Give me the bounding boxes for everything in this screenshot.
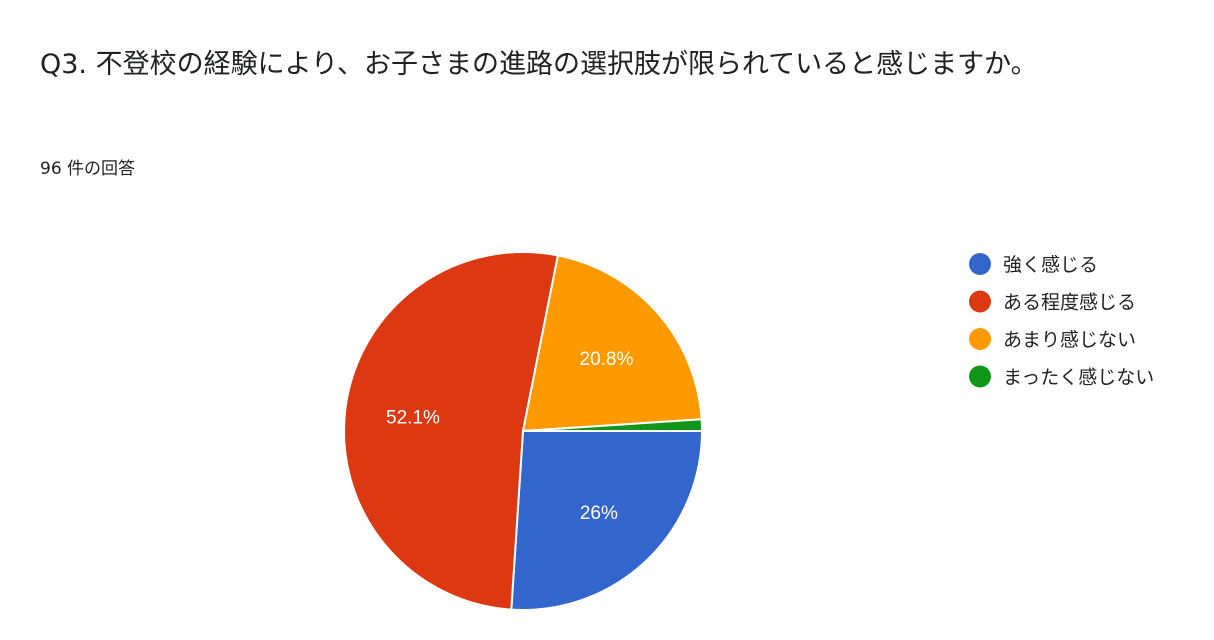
slice-data-label: 20.8% [580, 349, 634, 370]
slice-data-label: 52.1% [386, 408, 440, 429]
legend-swatch [969, 290, 991, 313]
legend-item[interactable]: まったく感じない [969, 365, 1154, 389]
legend-item[interactable]: あまり感じない [969, 328, 1136, 351]
legend-label: ある程度感じる [1003, 292, 1136, 314]
legend-label: 強く感じる [1003, 254, 1098, 276]
pie-slice[interactable] [343, 251, 560, 611]
question-title: Q3. 不登校の経験により、お子さまの進路の選択肢が限られていると感じますか。 [40, 49, 1038, 80]
legend-swatch [969, 365, 991, 388]
legend-swatch [969, 253, 991, 275]
pie-slice[interactable] [521, 254, 703, 433]
response-count: 96 件の回答 [40, 159, 136, 179]
slice-data-label: 26% [580, 503, 618, 524]
legend-swatch [969, 328, 991, 350]
pie-slice[interactable] [522, 418, 704, 432]
legend-label: まったく感じない [1003, 367, 1154, 389]
legend-label: あまり感じない [1003, 329, 1136, 351]
legend-item[interactable]: 強く感じる [969, 253, 1098, 276]
pie-slice[interactable] [510, 430, 704, 611]
legend-item[interactable]: ある程度感じる [969, 290, 1136, 314]
